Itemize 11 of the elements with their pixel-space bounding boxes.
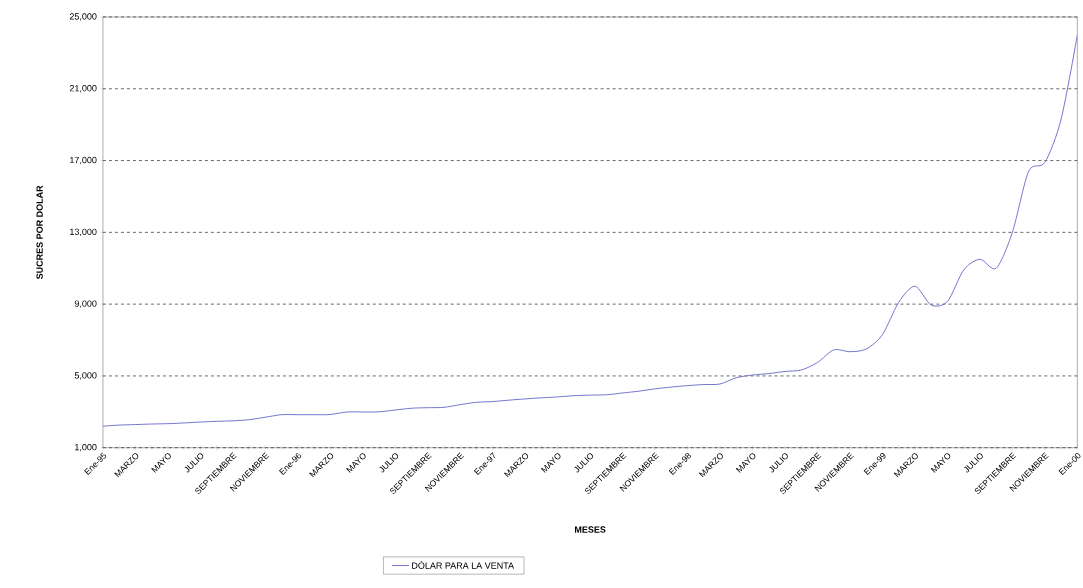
y-tick-label: 25,000 (69, 13, 97, 21)
line-series (102, 34, 1078, 427)
y-axis-title: SUCRES POR DOLAR (36, 185, 43, 280)
y-tick-label: 9,000 (74, 300, 97, 309)
y-tick-label: 13,000 (70, 228, 97, 237)
legend-label: DÓLAR PARA LA VENTA (412, 561, 515, 569)
y-tick-label: 5,000 (74, 372, 97, 380)
y-tick-label: 17,000 (70, 157, 97, 165)
x-axis-title: MESES (574, 526, 606, 533)
y-tick-label: 1,000 (75, 444, 97, 452)
y-tick-label: 21,000 (69, 85, 97, 93)
